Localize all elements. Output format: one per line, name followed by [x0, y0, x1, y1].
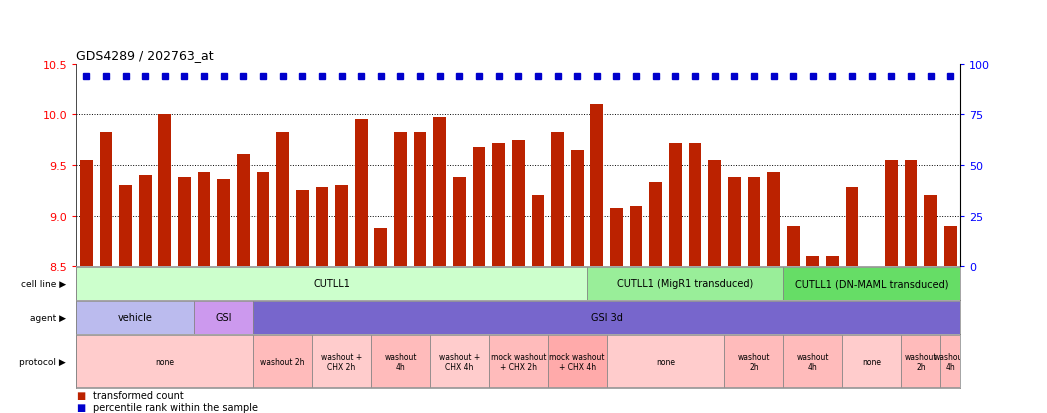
Bar: [218, 180, 230, 267]
Bar: [433, 118, 446, 267]
Bar: [80, 161, 92, 267]
Text: washout
4h: washout 4h: [384, 352, 417, 371]
Text: washout
4h: washout 4h: [934, 352, 966, 371]
Bar: [375, 228, 387, 267]
Bar: [312, 336, 371, 387]
Text: protocol ▶: protocol ▶: [19, 357, 66, 366]
Bar: [119, 186, 132, 267]
Bar: [76, 336, 253, 387]
Bar: [786, 226, 800, 267]
Bar: [901, 336, 940, 387]
Bar: [253, 301, 960, 334]
Bar: [548, 336, 606, 387]
Text: none: none: [863, 357, 882, 366]
Text: GDS4289 / 202763_at: GDS4289 / 202763_at: [76, 49, 214, 62]
Bar: [708, 161, 721, 267]
Text: cell line ▶: cell line ▶: [21, 279, 66, 288]
Bar: [158, 115, 171, 267]
Text: washout +
CHX 4h: washout + CHX 4h: [439, 352, 480, 371]
Bar: [430, 336, 489, 387]
Bar: [748, 178, 760, 267]
Text: ■: ■: [76, 390, 86, 400]
Bar: [629, 206, 643, 267]
Bar: [472, 147, 486, 267]
Text: washout +
CHX 2h: washout + CHX 2h: [321, 352, 362, 371]
Bar: [237, 154, 250, 267]
Bar: [591, 105, 603, 267]
Bar: [689, 143, 701, 267]
Bar: [842, 336, 901, 387]
Bar: [355, 120, 367, 267]
Bar: [139, 176, 152, 267]
Bar: [394, 132, 407, 267]
Text: agent ▶: agent ▶: [29, 313, 66, 322]
Bar: [806, 257, 819, 267]
Bar: [866, 267, 878, 302]
Bar: [489, 336, 548, 387]
Text: none: none: [155, 357, 174, 366]
Bar: [276, 132, 289, 267]
Text: washout
2h: washout 2h: [738, 352, 771, 371]
Text: ■: ■: [76, 402, 86, 412]
Text: washout
4h: washout 4h: [797, 352, 829, 371]
Text: GSI: GSI: [216, 313, 232, 323]
Bar: [532, 196, 544, 267]
Bar: [195, 301, 253, 334]
Text: CUTLL1: CUTLL1: [313, 279, 350, 289]
Bar: [728, 178, 740, 267]
Bar: [610, 208, 623, 267]
Bar: [76, 268, 587, 300]
Bar: [783, 336, 842, 387]
Text: GSI 3d: GSI 3d: [591, 313, 623, 323]
Bar: [178, 178, 191, 267]
Bar: [925, 196, 937, 267]
Bar: [905, 161, 917, 267]
Text: washout 2h: washout 2h: [261, 357, 305, 366]
Bar: [296, 191, 309, 267]
Text: mock washout
+ CHX 4h: mock washout + CHX 4h: [550, 352, 605, 371]
Bar: [725, 336, 783, 387]
Bar: [587, 268, 783, 300]
Bar: [414, 132, 426, 267]
Bar: [371, 336, 430, 387]
Text: washout
2h: washout 2h: [905, 352, 937, 371]
Bar: [76, 301, 195, 334]
Text: mock washout
+ CHX 2h: mock washout + CHX 2h: [490, 352, 547, 371]
Text: percentile rank within the sample: percentile rank within the sample: [93, 402, 259, 412]
Bar: [99, 132, 112, 267]
Bar: [571, 150, 583, 267]
Text: transformed count: transformed count: [93, 390, 184, 400]
Bar: [669, 143, 682, 267]
Bar: [253, 336, 312, 387]
Bar: [315, 188, 329, 267]
Bar: [783, 268, 960, 300]
Bar: [846, 188, 859, 267]
Bar: [885, 161, 897, 267]
Text: CUTLL1 (MigR1 transduced): CUTLL1 (MigR1 transduced): [617, 279, 753, 289]
Bar: [940, 336, 960, 387]
Bar: [453, 178, 466, 267]
Text: vehicle: vehicle: [118, 313, 153, 323]
Bar: [551, 132, 564, 267]
Bar: [767, 173, 780, 267]
Text: none: none: [656, 357, 675, 366]
Bar: [512, 140, 525, 267]
Bar: [606, 336, 725, 387]
Bar: [649, 183, 662, 267]
Bar: [257, 173, 269, 267]
Bar: [492, 143, 505, 267]
Bar: [826, 257, 839, 267]
Bar: [198, 173, 210, 267]
Bar: [944, 226, 957, 267]
Bar: [335, 186, 348, 267]
Text: CUTLL1 (DN-MAML transduced): CUTLL1 (DN-MAML transduced): [795, 279, 949, 289]
